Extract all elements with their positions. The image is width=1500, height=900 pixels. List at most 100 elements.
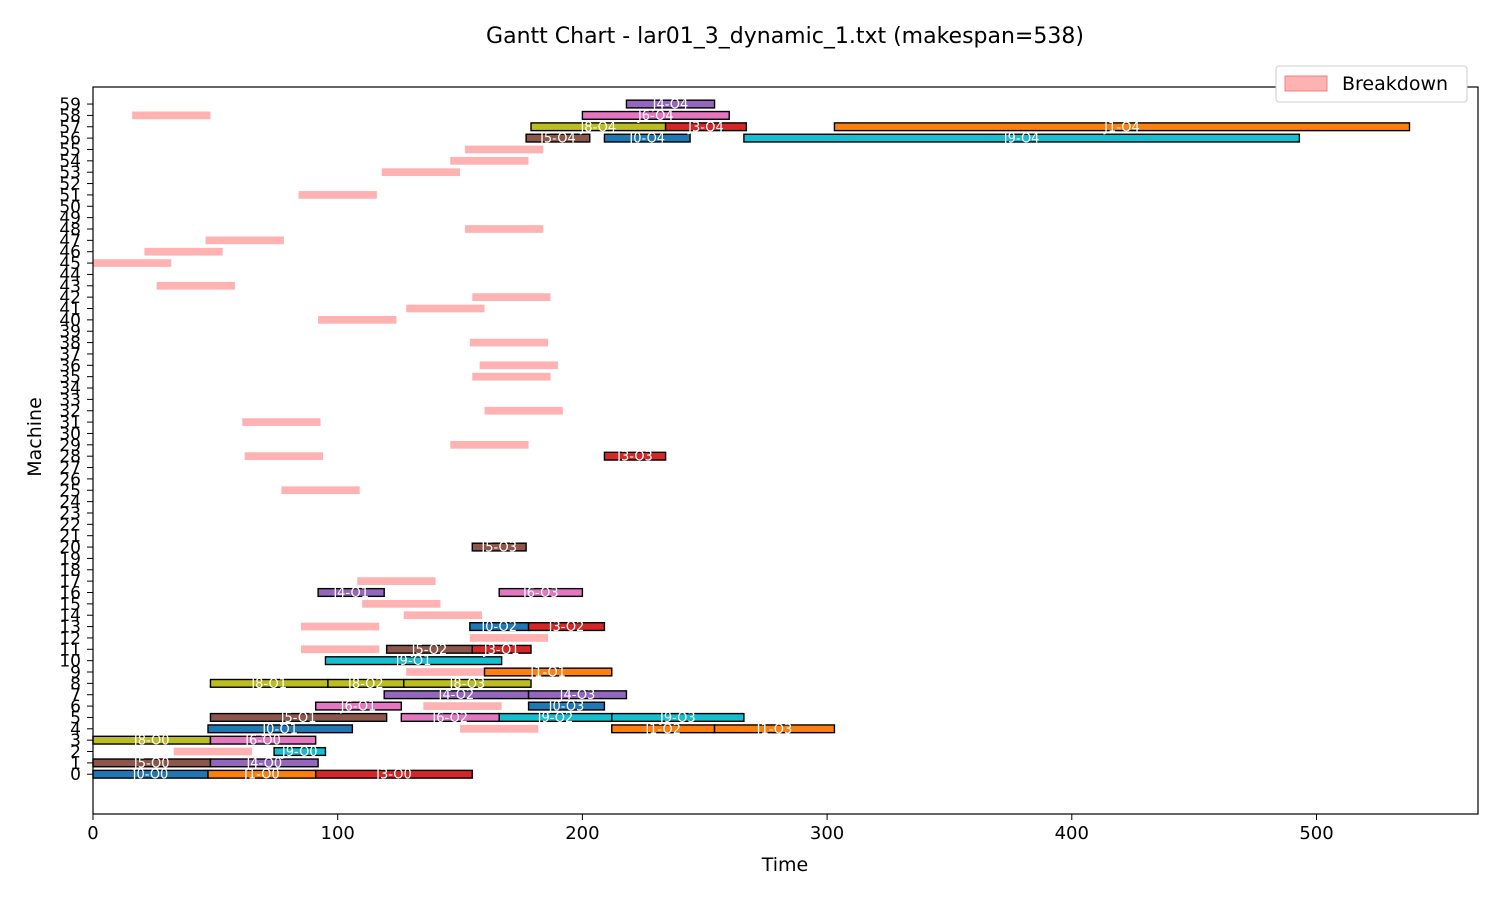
- y-tick-label: 50: [59, 197, 81, 217]
- operation-bar: [611, 712, 745, 723]
- y-tick-label: 42: [59, 288, 81, 308]
- operation-bar: [527, 622, 606, 632]
- operation-label: J5-O3: [480, 541, 517, 556]
- y-tick-label: 31: [59, 413, 81, 433]
- operation-label: J4-O0: [245, 756, 282, 771]
- x-axis-label: Time: [761, 854, 809, 876]
- y-tick-label: 38: [59, 334, 81, 354]
- x-tick-label: 200: [565, 823, 599, 844]
- operation-bar: [498, 587, 584, 598]
- operation-label: J1-O4: [1103, 120, 1140, 135]
- y-tick-label: 46: [59, 243, 81, 263]
- operation-label: J9-O4: [1003, 132, 1040, 147]
- operation-bar: [483, 667, 613, 677]
- operation-bar: [581, 110, 730, 120]
- y-tick-label: 14: [59, 606, 81, 626]
- operation-label: J8-O1: [250, 677, 287, 692]
- y-tick-label: 30: [59, 424, 81, 444]
- y-tick-label: 52: [59, 175, 81, 195]
- breakdown-bar: [472, 372, 551, 381]
- operation-label: J3-O3: [616, 450, 653, 465]
- operation-label: J6-O1: [340, 700, 377, 715]
- y-tick-label: 7: [70, 686, 81, 706]
- operation-bar: [743, 133, 1301, 143]
- operation-label: J1-O2: [644, 722, 681, 737]
- operation-label: J8-O3: [449, 677, 486, 692]
- y-tick-label: 0: [70, 765, 81, 785]
- operation-bar: [664, 122, 748, 132]
- operation-bar: [273, 746, 327, 757]
- breakdown-bar: [403, 611, 483, 620]
- operation-bar: [527, 701, 606, 711]
- operation-label: J3-O4: [687, 120, 724, 135]
- y-tick-label: 27: [59, 459, 81, 479]
- operation-label: J3-O1: [483, 643, 520, 658]
- breakdown-bar: [450, 156, 529, 165]
- breakdown-bar: [300, 645, 380, 654]
- x-tick-label: 400: [1055, 823, 1089, 844]
- y-tick-label: 55: [59, 140, 81, 160]
- y-tick-label: 45: [59, 254, 81, 274]
- y-tick-label: 41: [59, 300, 81, 320]
- operation-bar: [314, 769, 473, 779]
- y-tick-label: 58: [59, 106, 81, 126]
- y-tick-label: 15: [59, 595, 81, 615]
- axis-ticks: 0 100 200 300 400 500012345678910111213141516…: [59, 95, 1333, 844]
- legend: Breakdown: [1275, 65, 1468, 103]
- y-tick-label: 1: [70, 754, 81, 774]
- breakdown-bar: [484, 406, 563, 415]
- operation-label: J9-O1: [395, 654, 432, 669]
- operation-label: J5-O1: [280, 711, 317, 726]
- breakdown-bar: [464, 145, 544, 154]
- y-tick-label: 49: [59, 209, 81, 229]
- operation-label: J8-O4: [579, 120, 616, 135]
- y-tick-label: 59: [59, 95, 81, 115]
- x-tick-label: 300: [810, 823, 844, 844]
- operation-label: J1-O0: [243, 768, 280, 783]
- y-tick-label: 48: [59, 220, 81, 240]
- y-tick-label: 39: [59, 322, 81, 342]
- x-tick-label: 100: [321, 823, 355, 844]
- breakdown-bar: [460, 724, 539, 733]
- y-tick-label: 22: [59, 515, 81, 535]
- y-tick-label: 4: [70, 720, 81, 740]
- operation-bar: [527, 690, 628, 700]
- operation-label: J3-O0: [375, 768, 412, 783]
- operation-label: J6-O4: [637, 109, 674, 124]
- operation-label: J8-O2: [347, 677, 384, 692]
- operation-bar: [207, 724, 354, 734]
- operation-label: J4-O4: [652, 98, 689, 113]
- operation-label: J9-O3: [659, 711, 696, 726]
- y-tick-label: 54: [59, 152, 81, 172]
- y-tick-label: 51: [59, 186, 81, 206]
- y-tick-label: 33: [59, 390, 81, 410]
- operation-bar: [603, 451, 667, 461]
- operation-label: J1-O3: [756, 722, 793, 737]
- breakdown-bar: [423, 702, 502, 710]
- operation-bar: [603, 133, 691, 143]
- operation-label: J0-O3: [548, 700, 585, 715]
- breakdown-bar: [93, 259, 172, 267]
- breakdown-bar: [318, 316, 397, 324]
- y-tick-label: 32: [59, 402, 81, 422]
- y-tick-label: 17: [59, 572, 81, 592]
- operation-label: J9-O0: [281, 745, 318, 760]
- x-tick-label: 500: [1299, 823, 1333, 844]
- legend-breakdown-label: Breakdown: [1342, 73, 1448, 95]
- y-tick-label: 16: [59, 583, 81, 603]
- y-tick-label: 47: [59, 231, 81, 251]
- y-tick-label: 57: [59, 118, 81, 138]
- breakdown-bar: [281, 486, 360, 495]
- breakdown-bar: [469, 634, 549, 642]
- y-tick-label: 28: [59, 447, 81, 467]
- y-tick-label: 2: [70, 743, 81, 763]
- operation-bar: [833, 122, 1411, 132]
- operation-bar: [314, 701, 403, 711]
- operation-bar: [525, 133, 591, 143]
- operation-label: J4-O2: [438, 688, 475, 703]
- breakdown-bar: [381, 168, 461, 177]
- operation-bar: [324, 656, 503, 666]
- breakdown-bar: [242, 418, 321, 426]
